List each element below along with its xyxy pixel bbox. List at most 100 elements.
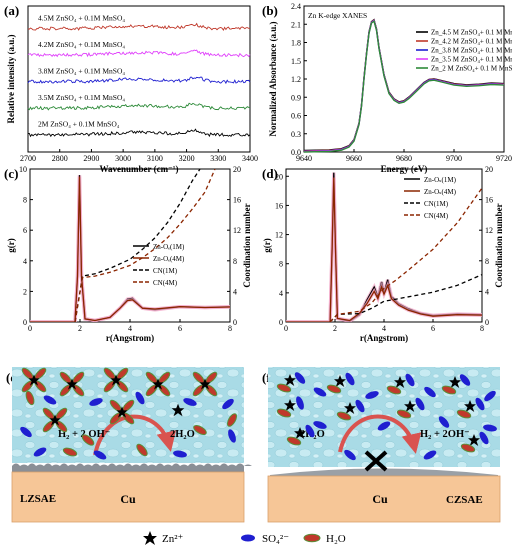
zn-sulfate-pair <box>336 399 365 421</box>
x-axis-label: r(Angstrom) <box>360 333 408 343</box>
series-label: 3.8M ZnSO₄ + 0.1M MnSO₄ <box>38 67 125 76</box>
solvated-zn-cluster <box>59 371 85 397</box>
zn-ion-icon <box>152 378 164 390</box>
x-tick-label: 9640 <box>296 154 312 163</box>
zn-ion-shape <box>404 400 416 412</box>
y-tick-label: 0.0 <box>291 148 301 157</box>
solvated-zn-cluster <box>103 367 129 393</box>
water-molecule <box>25 390 35 406</box>
electrolyte-label: LZSAE <box>20 493 56 505</box>
sulfate-ion <box>484 390 496 402</box>
zn-sulfate-pair <box>456 397 485 419</box>
series-line <box>27 102 251 111</box>
zn-ion-shape <box>284 374 296 386</box>
cu-substrate <box>267 475 501 523</box>
series-label: 4.5M ZnSO₄ + 0.1M MnSO₄ <box>38 14 125 23</box>
x-axis-label: r(Angstrom) <box>106 333 154 343</box>
series-label: 3.5M ZnSO₄ + 0.1M MnSO₄ <box>38 93 125 102</box>
sulfate-ion <box>43 395 57 405</box>
water-molecule <box>386 385 402 395</box>
y-tick-label: 2.1 <box>291 20 301 29</box>
sulfate-ion <box>483 424 497 432</box>
y2-tick-label: 20 <box>233 165 241 174</box>
series-line <box>74 169 216 322</box>
zn-ion-icon <box>143 531 157 545</box>
scheme-legend: Zn²⁺ SO₄²⁻ H₂O <box>143 531 346 545</box>
solvated-zn-cluster <box>192 371 218 397</box>
electrolyte-label: CZSAE <box>446 494 483 506</box>
zn-ion-shape <box>394 376 406 388</box>
y-axis-label: Relative intensity (a.u.) <box>6 35 16 124</box>
x-tick-label: 9660 <box>346 154 362 163</box>
x-tick-label: 2800 <box>52 154 68 163</box>
x-tick-label: 2700 <box>20 154 36 163</box>
zn-ion-shape <box>294 427 306 439</box>
y2-tick-label: 12 <box>233 226 241 235</box>
series-line <box>27 76 251 85</box>
x-tick-label: 3300 <box>210 154 226 163</box>
legend-label: CN(1M) <box>424 200 449 208</box>
x-tick-label: 3400 <box>242 154 258 163</box>
zn-ion-shape <box>171 403 185 417</box>
sulfate-ion <box>344 449 356 461</box>
blocked-cross-icon <box>364 450 388 472</box>
chart-title: Zn K-edge XANES <box>308 11 367 20</box>
y-tick-label: 12 <box>275 231 283 240</box>
x-tick-label: 8 <box>480 324 484 333</box>
panel-label-c: (c) <box>4 166 18 181</box>
sulfate-ion <box>173 450 187 458</box>
series-line <box>303 20 505 153</box>
sulfate-ion <box>222 398 234 410</box>
water-molecule <box>193 424 207 436</box>
y-tick-label: 0.9 <box>291 93 301 102</box>
sulfate-ion <box>296 396 304 410</box>
sulfate-ion <box>228 429 236 443</box>
series-label: 2M ZnSO₄ + 0.1M MnSO₄ <box>38 120 120 129</box>
zn-sulfate-pair <box>326 372 355 394</box>
zn-ion-shape <box>449 376 461 388</box>
zn-sulfate-pair <box>441 374 471 395</box>
x-tick-label: 9700 <box>446 154 462 163</box>
series-line <box>74 169 201 322</box>
y-tick-label: 0 <box>279 318 283 327</box>
series-line <box>27 128 251 138</box>
zn-ion-icon <box>66 378 78 390</box>
zn-sulfate-pair <box>286 424 315 446</box>
molecules-f <box>276 372 497 461</box>
zn-ion-icon <box>49 414 61 426</box>
zn-ion-shape <box>152 378 164 390</box>
legend-label: CN(1M) <box>153 267 178 275</box>
sulfate-ion <box>93 450 107 460</box>
legend-label: Zn_3.5 M ZnSO₄+ 0.1 M MnSO₄ <box>431 56 512 64</box>
x-tick-label: 2 <box>333 324 337 333</box>
y-tick-label: 16 <box>275 201 283 210</box>
x-tick-label: 3000 <box>115 154 131 163</box>
zn-ion-icon <box>171 403 185 417</box>
legend-label: Zn-Oₛ(4M) <box>424 188 457 196</box>
zn-ion-icon <box>116 406 128 418</box>
chart-b: 9640 9660 9680 9700 9720 0.0 0.3 0.6 0.9 1.2 1.5 1.… <box>268 2 512 174</box>
y-tick-label: 0.6 <box>291 112 301 121</box>
sulfate-ion <box>135 391 145 405</box>
sulfate-ion <box>305 424 315 438</box>
scheme-e: Cu LZSAE H₂ + 2 OH⁻ 2H₂O <box>11 367 252 523</box>
plot-frame <box>27 5 251 153</box>
water-molecule <box>326 384 342 394</box>
zn-ion-shape <box>116 406 128 418</box>
legend-label: CN(4M) <box>424 212 449 220</box>
cu-label: Cu <box>372 492 388 506</box>
y2-tick-label: 20 <box>485 165 493 174</box>
panel-label-d: (d) <box>262 166 278 181</box>
sulfate-ion <box>377 421 391 431</box>
zn-ion-icon <box>294 427 306 439</box>
zn-sulfate-pair <box>386 373 415 395</box>
x-tick-label: 9680 <box>396 154 412 163</box>
zn-ion-shape <box>464 400 476 412</box>
solvated-zn-cluster <box>21 367 47 393</box>
water-molecule <box>396 409 412 419</box>
sulfate-ion <box>355 399 365 413</box>
y-tick-label: 0.3 <box>291 130 301 139</box>
reaction-right-text: H₂ + 2OH⁻ <box>420 429 470 440</box>
x-tick-label: 8 <box>228 324 232 333</box>
